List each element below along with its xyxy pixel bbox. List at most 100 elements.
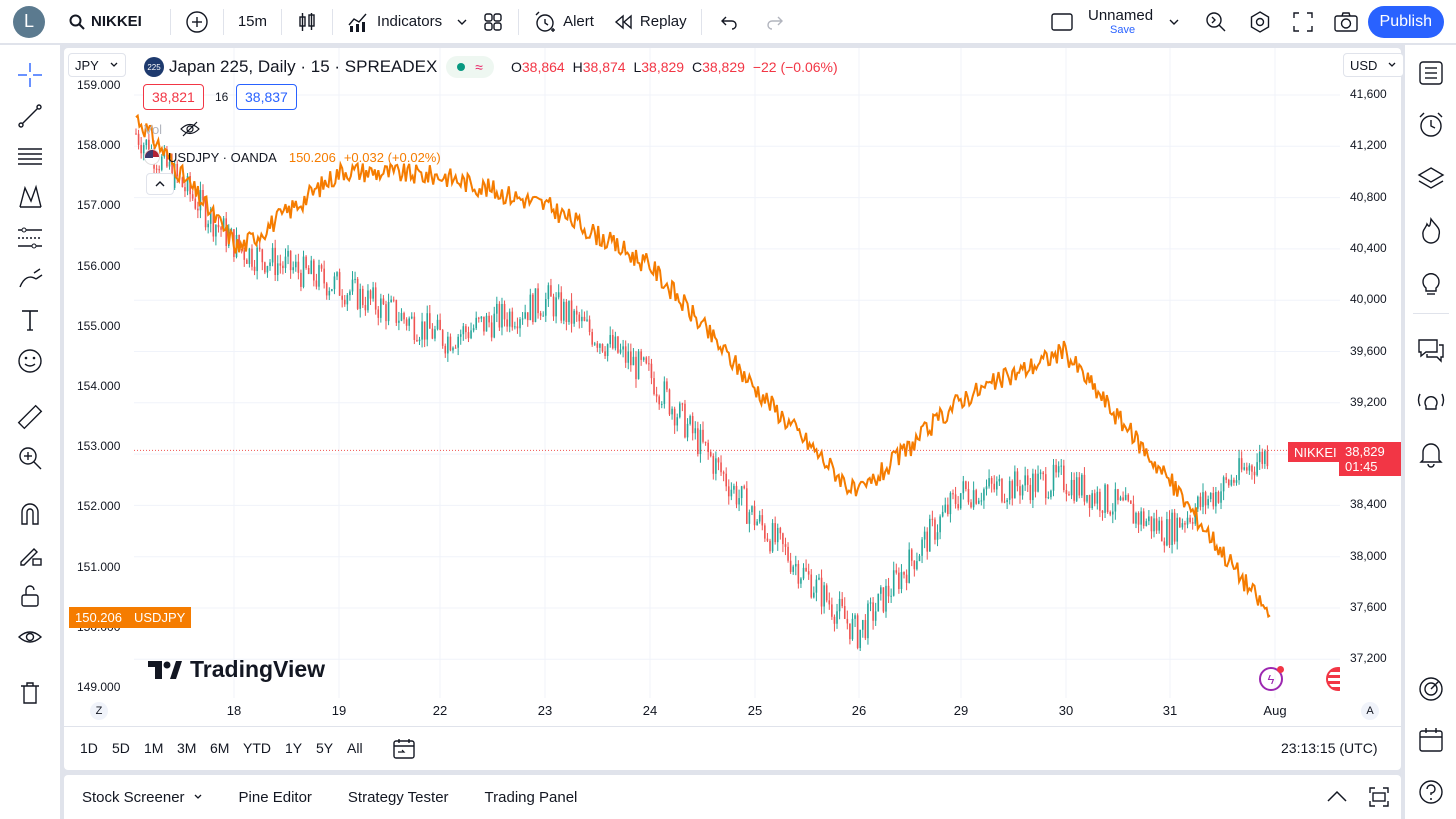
tab-pine-editor[interactable]: Pine Editor	[221, 789, 330, 806]
overlay-legend[interactable]: USDJPY · OANDA 150.206 +0.032 (+0.02%)	[144, 149, 441, 165]
user-avatar[interactable]: L	[13, 5, 45, 38]
indicators-button[interactable]: Indicators	[337, 0, 452, 44]
data-window-button[interactable]	[1415, 673, 1447, 705]
camera-icon[interactable]	[1333, 10, 1359, 34]
range-button-3m[interactable]: 3M	[177, 740, 197, 756]
collapse-legend-button[interactable]	[146, 173, 174, 195]
candle-body	[717, 458, 720, 463]
magnet-tool[interactable]	[14, 498, 46, 530]
trend-line-tool[interactable]	[14, 100, 46, 132]
candle-body	[137, 133, 140, 145]
maximize-panel-icon[interactable]	[1368, 786, 1390, 808]
emoji-tool[interactable]	[14, 345, 46, 377]
change-value: −22 (−0.06%)	[752, 59, 838, 75]
range-button-5y[interactable]: 5Y	[316, 740, 334, 756]
fullscreen-icon[interactable]	[1291, 10, 1315, 34]
flash-icon[interactable]: ϟ	[1259, 666, 1284, 691]
candle-body	[668, 389, 671, 415]
timezone-toggle[interactable]: Z	[90, 702, 108, 720]
compare-symbol-button[interactable]	[175, 0, 219, 44]
replay-button[interactable]: Replay	[604, 0, 697, 44]
quick-search-icon[interactable]	[1204, 10, 1228, 34]
publish-button[interactable]: Publish	[1367, 6, 1444, 38]
clock[interactable]: 23:13:15 (UTC)	[1281, 740, 1378, 756]
symbol-search-button[interactable]: NIKKEI	[59, 0, 166, 44]
help-button[interactable]	[1415, 776, 1447, 808]
zoom-tool[interactable]	[14, 442, 46, 474]
time-axis-label: 24	[642, 703, 658, 718]
redo-button[interactable]	[752, 0, 798, 44]
price-chart[interactable]	[64, 48, 1401, 770]
tradingview-watermark[interactable]: TradingView	[148, 656, 325, 683]
auto-scale-toggle[interactable]: A	[1361, 702, 1379, 720]
brush-tool[interactable]	[14, 263, 46, 295]
watchlist-button[interactable]	[1415, 57, 1447, 89]
calendar-button[interactable]	[1415, 724, 1447, 756]
measure-tool[interactable]	[14, 401, 46, 433]
hotlists-button[interactable]	[1415, 214, 1447, 246]
candle-body	[563, 301, 565, 321]
candle-body	[166, 149, 168, 167]
chevron-up-icon[interactable]	[1326, 789, 1348, 803]
prediction-tool[interactable]	[14, 222, 46, 254]
layout-select-checkbox[interactable]	[1040, 0, 1084, 44]
plus-circle-icon	[186, 10, 208, 33]
chevron-down-icon[interactable]	[1168, 16, 1180, 28]
range-button-all[interactable]: All	[347, 740, 363, 756]
range-button-1m[interactable]: 1M	[144, 740, 164, 756]
range-button-5d[interactable]: 5D	[112, 740, 130, 756]
pattern-tool[interactable]	[14, 181, 46, 213]
candle-body	[462, 326, 465, 335]
tab-stock-screener[interactable]: Stock Screener	[64, 789, 221, 806]
candle-body	[1204, 492, 1207, 506]
ohlc-values: O38,864 H38,874 L38,829 C38,829 −22 (−0.…	[511, 59, 838, 75]
candle-body	[225, 218, 228, 246]
bid-value: 38,821	[152, 89, 195, 105]
volume-legend[interactable]: Vol	[144, 121, 200, 137]
candle-body	[596, 343, 599, 348]
left-currency-select[interactable]: JPY	[68, 53, 126, 77]
interval-button[interactable]: 15m	[228, 0, 277, 44]
hide-drawings-tool[interactable]	[14, 621, 46, 653]
sell-price-box[interactable]: 38,821	[143, 84, 204, 110]
go-to-date-icon[interactable]	[392, 737, 416, 761]
grid-layout-icon	[484, 12, 502, 31]
tab-strategy-tester[interactable]: Strategy Tester	[330, 789, 467, 806]
tab-trading-panel[interactable]: Trading Panel	[467, 789, 596, 806]
range-button-1d[interactable]: 1D	[80, 740, 98, 756]
right-currency-select[interactable]: USD	[1343, 53, 1405, 77]
eye-off-icon[interactable]	[180, 121, 200, 137]
crosshair-tool[interactable]	[14, 59, 46, 91]
notifications-button[interactable]	[1415, 438, 1447, 470]
layout-name-button[interactable]: Unnamed Save	[1088, 7, 1188, 36]
range-button-6m[interactable]: 6M	[210, 740, 230, 756]
remove-drawings-tool[interactable]	[14, 677, 46, 709]
stay-in-drawing-tool[interactable]	[14, 539, 46, 571]
object-tree-button[interactable]	[1415, 162, 1447, 194]
candle-body	[588, 319, 591, 333]
range-button-ytd[interactable]: YTD	[243, 740, 271, 756]
settings-gear-icon[interactable]	[1248, 10, 1272, 34]
main-symbol-title[interactable]: Japan 225, Daily · 15 · SPREADEX	[169, 57, 438, 76]
streams-button[interactable]	[1415, 386, 1447, 418]
chart-pane[interactable]: JPY USD 225 Japan 225, Daily · 15 · SPRE…	[64, 48, 1405, 770]
chart-type-button[interactable]	[286, 0, 328, 44]
alerts-button[interactable]	[1415, 109, 1447, 141]
economic-events-icon[interactable]	[1326, 667, 1340, 691]
alert-button[interactable]: Alert	[523, 0, 604, 44]
lock-drawings-tool[interactable]	[14, 580, 46, 612]
overlay-symbol: USDJPY · OANDA	[168, 149, 277, 165]
candle-body	[831, 604, 833, 617]
undo-button[interactable]	[706, 0, 752, 44]
search-icon	[69, 14, 85, 30]
buy-price-box[interactable]: 38,837	[236, 84, 297, 110]
close-value: 38,829	[702, 59, 745, 75]
layout-button[interactable]	[472, 0, 514, 44]
range-button-1y[interactable]: 1Y	[285, 740, 303, 756]
fib-tool[interactable]	[14, 141, 46, 173]
chats-button[interactable]	[1415, 334, 1447, 366]
market-status[interactable]: ≈	[446, 56, 494, 78]
ideas-button[interactable]	[1415, 267, 1447, 299]
indicators-templates-dropdown[interactable]	[452, 0, 472, 44]
text-tool[interactable]	[14, 304, 46, 336]
